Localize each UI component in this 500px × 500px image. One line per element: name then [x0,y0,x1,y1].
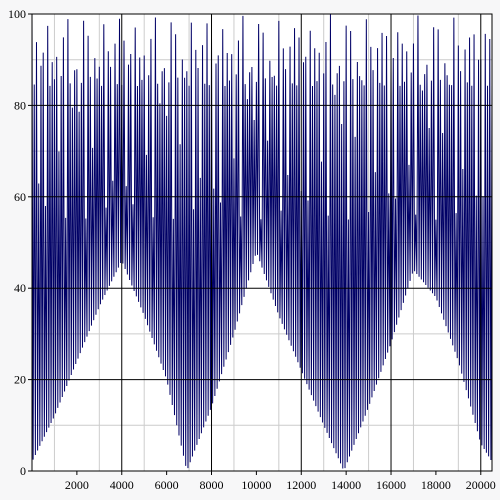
y-tick-labels: 0 20 40 60 80 100 [8,7,26,478]
axes [28,13,493,475]
x-tick-label: 16000 [376,478,406,492]
x-tick-label: 14000 [331,478,361,492]
y-tick-label: 60 [14,190,26,204]
y-tick-label: 20 [14,373,26,387]
x-tick-label: 2000 [65,478,89,492]
y-tick-label: 100 [8,7,26,21]
series-line [31,13,493,469]
y-tick-label: 80 [14,98,26,112]
x-tick-label: 10000 [241,478,271,492]
major-grid [32,14,492,471]
x-tick-label: 12000 [286,478,316,492]
x-tick-label: 8000 [200,478,224,492]
x-tick-label: 4000 [110,478,134,492]
plot-frame [31,13,493,472]
series-layer [31,13,493,469]
x-tick-label: 18000 [421,478,451,492]
x-tick-label: 6000 [155,478,179,492]
x-tick-labels: 2000 4000 6000 8000 10000 12000 14000 16000 1800… [65,478,496,492]
x-tick-label: 20000 [466,478,496,492]
y-tick-label: 0 [20,464,26,478]
y-tick-label: 40 [14,281,26,295]
